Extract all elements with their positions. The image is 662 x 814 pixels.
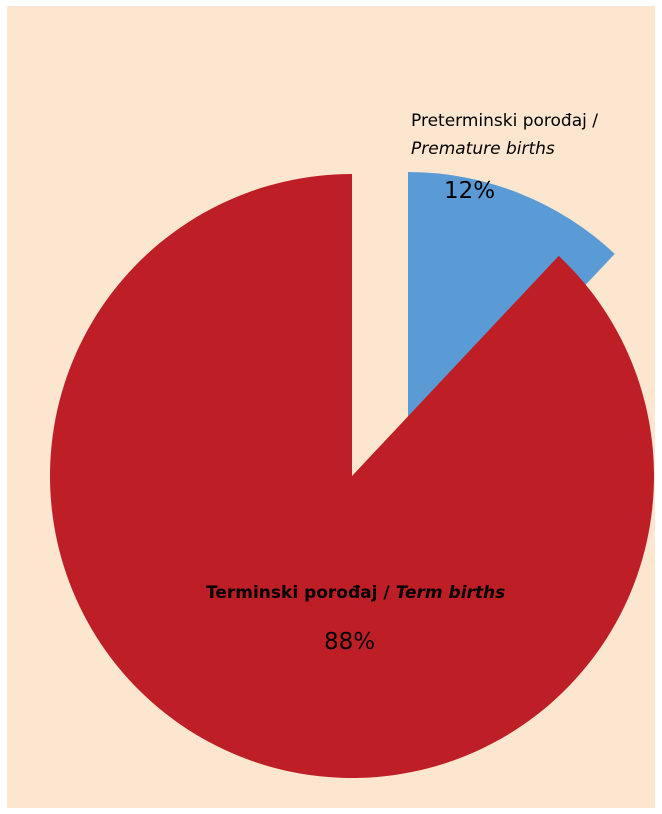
pie-chart: Preterminski porođaj / Premature births … [7,6,655,808]
slice-label-premature-en: Premature births [411,139,555,159]
slice-value-premature: 12% [444,178,495,204]
slice-term-births [49,174,655,778]
slice-label-term-en: Term births [396,583,506,603]
slice-value-term: 88% [324,629,375,655]
slice-label-premature-local: Preterminski porođaj / [411,111,598,131]
slice-label-term-local: Terminski porođaj / [206,583,390,603]
chart-area: Preterminski porođaj / Premature births … [7,6,655,808]
slice-label-term: Terminski porođaj / Term births [206,583,505,603]
